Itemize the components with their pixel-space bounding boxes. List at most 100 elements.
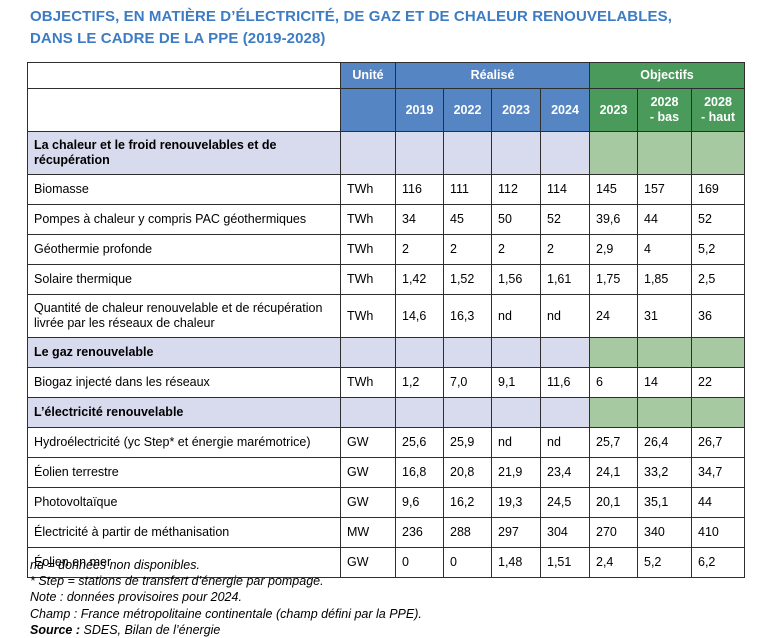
- table-row: Géothermie profonde TWh 2 2 2 2 2,9 4 5,2: [27, 234, 745, 265]
- value-cell: 145: [589, 174, 638, 205]
- value-cell: 16,3: [443, 294, 492, 338]
- value-cell: 36: [691, 294, 745, 338]
- value-cell: 116: [395, 174, 444, 205]
- value-cell: 16,8: [395, 457, 444, 488]
- value-cell: 9,1: [491, 367, 541, 398]
- section-title: L’électricité renouvelable: [27, 397, 341, 428]
- row-label: Biogaz injecté dans les réseaux: [27, 367, 341, 398]
- footnote-note: Note : données provisoires pour 2024.: [30, 590, 242, 605]
- value-cell: 52: [691, 204, 745, 235]
- section-empty-objective-cell: [589, 397, 638, 428]
- value-cell: 111: [443, 174, 492, 205]
- value-cell: 25,6: [395, 427, 444, 458]
- footnote-champ: Champ : France métropolitaine continenta…: [30, 606, 422, 621]
- col-header-objectif-2028-haut: 2028 - haut: [691, 88, 745, 132]
- row-unit: TWh: [340, 174, 396, 205]
- table-row: Quantité de chaleur renouvelable et de r…: [27, 294, 745, 338]
- value-cell: 112: [491, 174, 541, 205]
- value-cell: 1,56: [491, 264, 541, 295]
- ppe-objectives-table: Unité Réalisé Objectifs 2019 2022 2023 2…: [27, 62, 745, 578]
- value-cell: nd: [491, 427, 541, 458]
- section-empty-cell: [340, 397, 396, 428]
- value-cell: 0: [443, 547, 492, 578]
- row-label: Électricité à partir de méthanisation: [27, 517, 341, 548]
- row-unit: TWh: [340, 204, 396, 235]
- value-cell: 2,5: [691, 264, 745, 295]
- row-unit: TWh: [340, 234, 396, 265]
- col-header-realise-2022: 2022: [443, 88, 492, 132]
- col-group-objectifs: Objectifs: [589, 62, 745, 89]
- value-cell: 2: [540, 234, 590, 265]
- col-header-objectif-2028-bas: 2028 - bas: [637, 88, 692, 132]
- value-cell: 34,7: [691, 457, 745, 488]
- value-cell: 114: [540, 174, 590, 205]
- value-cell: 16,2: [443, 487, 492, 518]
- section-row: L’électricité renouvelable: [27, 397, 745, 428]
- blank-corner-cell: [27, 62, 341, 89]
- section-empty-cell: [491, 337, 541, 368]
- value-cell: 270: [589, 517, 638, 548]
- value-cell: 26,4: [637, 427, 692, 458]
- row-label: Éolien en mer: [27, 547, 341, 578]
- section-row: La chaleur et le froid renouvelables et …: [27, 131, 745, 175]
- section-empty-objective-cell: [691, 397, 745, 428]
- value-cell: 1,52: [443, 264, 492, 295]
- value-cell: 39,6: [589, 204, 638, 235]
- section-empty-cell: [395, 131, 444, 175]
- value-cell: 14,6: [395, 294, 444, 338]
- value-cell: 2: [395, 234, 444, 265]
- row-unit: TWh: [340, 367, 396, 398]
- footnotes: nd = données non disponibles. * Step = s…: [30, 557, 730, 638]
- value-cell: 45: [443, 204, 492, 235]
- source-text: SDES, Bilan de l’énergie: [80, 622, 221, 637]
- section-empty-objective-cell: [637, 131, 692, 175]
- section-title: Le gaz renouvelable: [27, 337, 341, 368]
- value-cell: 1,48: [491, 547, 541, 578]
- value-cell: 410: [691, 517, 745, 548]
- col-header-realise-2019: 2019: [395, 88, 444, 132]
- row-label: Photovoltaïque: [27, 487, 341, 518]
- table-row: Biomasse TWh 116 111 112 114 145 157 169: [27, 174, 745, 205]
- unit-subheader-empty: [340, 88, 396, 132]
- section-empty-cell: [540, 337, 590, 368]
- section-empty-cell: [540, 397, 590, 428]
- value-cell: 288: [443, 517, 492, 548]
- value-cell: 34: [395, 204, 444, 235]
- value-cell: 24: [589, 294, 638, 338]
- value-cell: nd: [540, 294, 590, 338]
- value-cell: 2,9: [589, 234, 638, 265]
- section-empty-objective-cell: [589, 337, 638, 368]
- value-cell: 21,9: [491, 457, 541, 488]
- row-label: Solaire thermique: [27, 264, 341, 295]
- value-cell: 24,5: [540, 487, 590, 518]
- col-header-objectif-2023: 2023: [589, 88, 638, 132]
- header-row-groups: Unité Réalisé Objectifs: [27, 62, 745, 89]
- section-empty-cell: [443, 337, 492, 368]
- table-row: Biogaz injecté dans les réseaux TWh 1,2 7,0…: [27, 367, 745, 398]
- value-cell: 19,3: [491, 487, 541, 518]
- value-cell: 236: [395, 517, 444, 548]
- source-label: Source :: [30, 622, 81, 637]
- value-cell: nd: [491, 294, 541, 338]
- value-cell: 44: [691, 487, 745, 518]
- value-cell: 44: [637, 204, 692, 235]
- section-empty-objective-cell: [691, 337, 745, 368]
- value-cell: 157: [637, 174, 692, 205]
- page-title: OBJECTIFS, EN MATIÈRE D’ÉLECTRICITÉ, DE …: [30, 6, 750, 49]
- section-title: La chaleur et le froid renouvelables et …: [27, 131, 341, 175]
- table-row: Solaire thermique TWh 1,42 1,52 1,56 1,61 1,75…: [27, 264, 745, 295]
- value-cell: 11,6: [540, 367, 590, 398]
- section-empty-cell: [540, 131, 590, 175]
- table-row: Éolien en mer GW 0 0 1,48 1,51 2,4 5,2 6,2: [27, 547, 745, 578]
- section-empty-cell: [340, 131, 396, 175]
- section-empty-cell: [340, 337, 396, 368]
- row-unit: GW: [340, 487, 396, 518]
- row-label: Pompes à chaleur y compris PAC géothermi…: [27, 204, 341, 235]
- table-row: Pompes à chaleur y compris PAC géothermi…: [27, 204, 745, 235]
- value-cell: 1,51: [540, 547, 590, 578]
- value-cell: 52: [540, 204, 590, 235]
- footnote-source: Source : SDES, Bilan de l’énergie: [30, 622, 730, 638]
- value-cell: 340: [637, 517, 692, 548]
- value-cell: 25,9: [443, 427, 492, 458]
- value-cell: 1,42: [395, 264, 444, 295]
